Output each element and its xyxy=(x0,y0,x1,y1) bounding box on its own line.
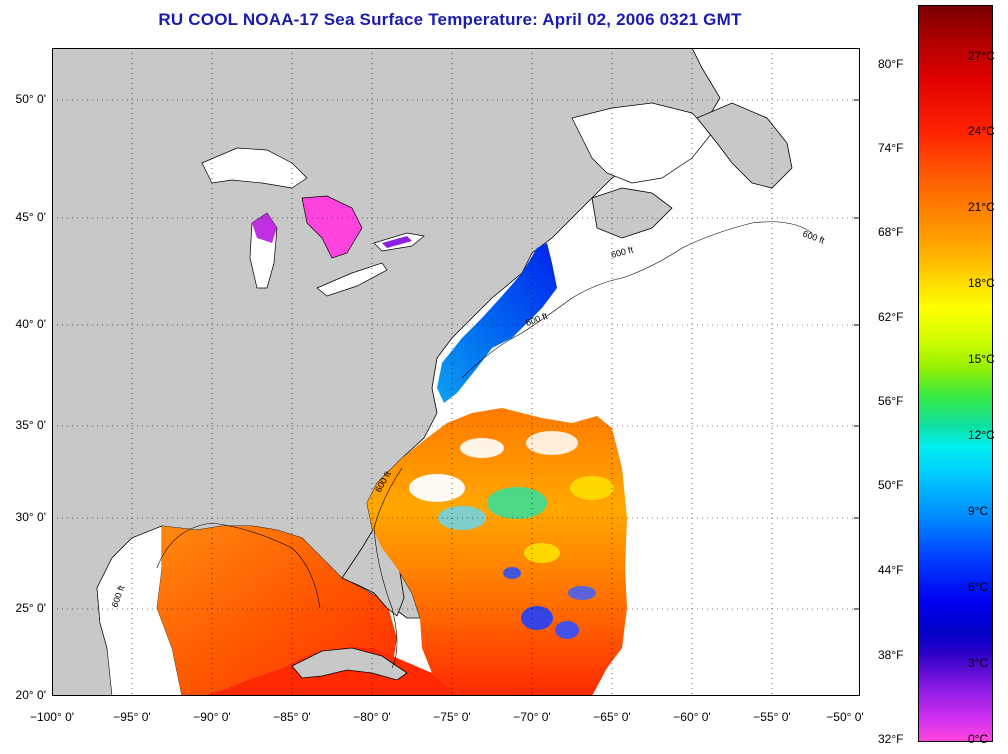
isobath-line xyxy=(461,221,813,379)
lon-label: −70° 0' xyxy=(513,710,551,724)
lat-label: 30° 0' xyxy=(15,510,46,524)
lon-label: −60° 0' xyxy=(673,710,711,724)
lon-label: −50° 0' xyxy=(826,710,864,724)
colorbar-label-c: 3°C xyxy=(968,656,989,670)
lake-superior xyxy=(201,147,308,189)
gulf-st-lawrence xyxy=(571,102,713,184)
lake-michigan-cold xyxy=(252,213,277,243)
lon-label: −75° 0' xyxy=(433,710,471,724)
graticule xyxy=(52,48,860,696)
lat-label: 35° 0' xyxy=(15,418,46,432)
colorbar-label-f: 74°F xyxy=(878,141,904,155)
map-title: RU COOL NOAA-17 Sea Surface Temperature:… xyxy=(158,10,742,29)
colorbar-label-c: 9°C xyxy=(968,504,989,518)
colorbar-label-c: 0°C xyxy=(968,732,989,746)
colorbar-label-c: 21°C xyxy=(968,200,995,214)
colorbar-label-f: 50°F xyxy=(878,478,904,492)
lat-label: 50° 0' xyxy=(15,92,46,106)
cloud-gap xyxy=(460,438,504,458)
cool-patch xyxy=(487,487,547,519)
temperature-colorbar xyxy=(918,5,993,742)
lat-label: 45° 0' xyxy=(15,210,46,224)
colorbar-label-f: 80°F xyxy=(878,57,904,71)
lon-label: −55° 0' xyxy=(753,710,791,724)
lon-label: −80° 0' xyxy=(353,710,391,724)
colorbar-label-f: 44°F xyxy=(878,563,904,577)
colorbar-label-f: 38°F xyxy=(878,648,904,662)
lake-ontario-cold xyxy=(382,236,412,248)
lat-label: 20° 0' xyxy=(15,688,46,702)
lon-label: −65° 0' xyxy=(593,710,631,724)
colorbar-label-c: 18°C xyxy=(968,276,995,290)
lat-label: 40° 0' xyxy=(15,317,46,331)
land-cuba xyxy=(291,647,408,681)
lon-label: −100° 0' xyxy=(29,710,75,724)
cold-eddy xyxy=(503,567,521,579)
lon-label: −90° 0' xyxy=(193,710,231,724)
colorbar-label-c: 27°C xyxy=(968,49,995,63)
colorbar-label-f: 32°F xyxy=(878,732,904,746)
tick-marks xyxy=(854,99,860,610)
colorbar-label-c: 15°C xyxy=(968,352,995,366)
cool-patch xyxy=(570,476,614,500)
lake-huron xyxy=(301,195,363,259)
land-newfoundland xyxy=(696,102,793,189)
cool-patch xyxy=(524,543,560,563)
cold-eddy xyxy=(521,606,553,630)
colorbar-label-c: 6°C xyxy=(968,580,989,594)
map-frame xyxy=(52,48,860,696)
cold-eddy xyxy=(568,586,596,600)
colorbar-label-f: 56°F xyxy=(878,394,904,408)
cloud-gap xyxy=(409,474,465,502)
colorbar-label-c: 24°C xyxy=(968,124,995,138)
colorbar-label-f: 68°F xyxy=(878,225,904,239)
cold-eddy xyxy=(555,621,579,639)
colorbar-label-c: 12°C xyxy=(968,428,995,442)
gulf-of-mexico-sst xyxy=(157,526,397,696)
cloud-gap xyxy=(526,431,578,455)
sst-map[interactable]: 600 ft 600 ft 600 ft 600 ft 600 ft xyxy=(52,48,860,696)
isobath-line xyxy=(373,467,403,669)
lon-label: −95° 0' xyxy=(113,710,151,724)
colorbar-label-f: 62°F xyxy=(878,310,904,324)
lat-label: 25° 0' xyxy=(15,601,46,615)
isobath-line xyxy=(156,522,321,609)
lake-erie xyxy=(316,262,388,297)
shelf-cool-water xyxy=(437,243,557,403)
lon-label: −85° 0' xyxy=(273,710,311,724)
